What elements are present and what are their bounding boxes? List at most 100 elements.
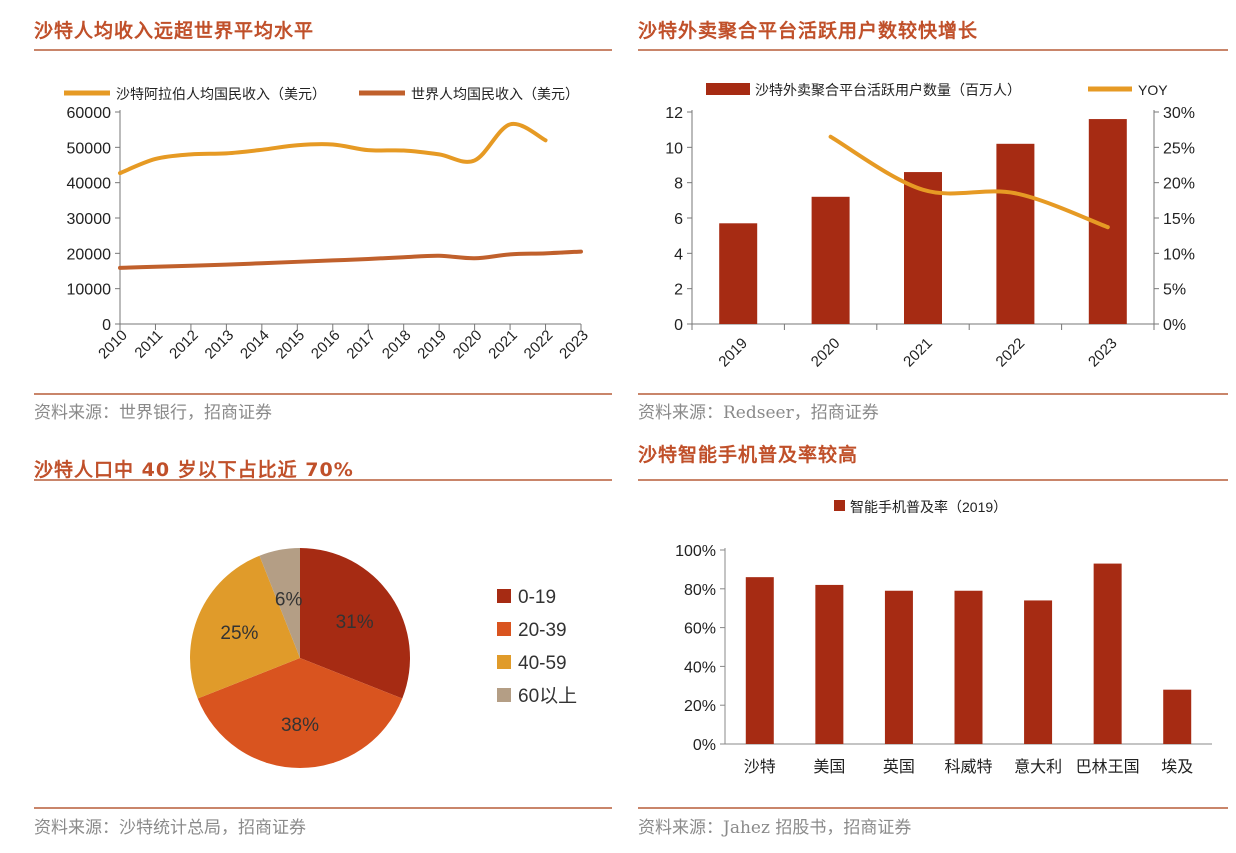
y-left-tick-label: 4 bbox=[674, 246, 683, 263]
legend-label-0: 0-19 bbox=[518, 587, 556, 608]
yoy-line bbox=[828, 134, 1110, 230]
legend-swatch-bar bbox=[706, 83, 750, 95]
bar-英国 bbox=[884, 590, 913, 744]
y-tick-label: 20% bbox=[684, 698, 716, 715]
y-left-tick-label: 6 bbox=[674, 211, 683, 228]
y-tick-label: 60% bbox=[684, 621, 716, 638]
x-tick-label: 巴林王国 bbox=[1076, 758, 1140, 776]
income-top-rule bbox=[34, 49, 612, 51]
x-tick-label: 2015 bbox=[273, 327, 309, 363]
smartphone-bar-chart: 智能手机普及率（2019） 0% 20% 40% 60% 80% 100% 沙特 美国 英国 科威特… bbox=[675, 499, 1212, 776]
legend-swatch-2 bbox=[497, 655, 511, 669]
bar-意大利 bbox=[1024, 600, 1053, 744]
x-tick-label: 美国 bbox=[813, 758, 845, 776]
legend-swatch-0 bbox=[497, 589, 511, 603]
y-right-tick-label: 20% bbox=[1163, 176, 1195, 193]
pie-slice-0-19 bbox=[300, 548, 410, 699]
legend-swatch-1 bbox=[497, 622, 511, 636]
bar-2022 bbox=[996, 143, 1035, 324]
smartphone-top-rule bbox=[638, 479, 1228, 481]
x-tick-label: 2020 bbox=[450, 327, 486, 363]
bar-巴林王国 bbox=[1093, 563, 1122, 744]
x-tick-label: 科威特 bbox=[944, 758, 992, 776]
smartphone-bottom-rule bbox=[638, 807, 1228, 809]
legend-label-1: 20-39 bbox=[518, 620, 567, 641]
y-tick-label: 0 bbox=[102, 317, 111, 334]
legend-label-1: 世界人均国民收入（美元） bbox=[411, 86, 579, 102]
delivery-combo-chart: 沙特外卖聚合平台活跃用户数量（百万人） YOY 0 2 4 6 8 10 12 0% 5% 10% 15… bbox=[665, 82, 1195, 371]
bar-2019 bbox=[719, 223, 758, 324]
x-tick-label: 2020 bbox=[808, 335, 844, 371]
income-source: 资料来源：世界银行，招商证券 bbox=[34, 403, 272, 423]
legend-label: 智能手机普及率（2019） bbox=[850, 499, 1007, 515]
x-tick-label: 2018 bbox=[379, 327, 415, 363]
legend-swatch-3 bbox=[497, 688, 511, 702]
income-bottom-rule bbox=[34, 393, 612, 395]
bar-沙特 bbox=[745, 577, 774, 744]
y-tick-label: 20000 bbox=[67, 246, 112, 263]
delivery-source: 资料来源：Redseer，招商证券 bbox=[638, 403, 879, 423]
legend-swatch bbox=[834, 500, 845, 511]
x-tick-label: 2010 bbox=[95, 327, 131, 363]
bar-美国 bbox=[815, 584, 844, 744]
bar-埃及 bbox=[1163, 689, 1192, 744]
delivery-title: 沙特外卖聚合平台活跃用户数较快增长 bbox=[638, 20, 979, 42]
series-line-0 bbox=[118, 121, 548, 176]
income-line-chart: 沙特阿拉伯人均国民收入（美元） 世界人均国民收入（美元） 0 10000 20000 30… bbox=[64, 86, 592, 363]
population-pie-chart: 31% 38% 25% 6% 0-19 20-39 40-59 60以上 bbox=[190, 548, 577, 768]
x-tick-label: 2021 bbox=[900, 335, 936, 371]
smartphone-panel: 沙特智能手机普及率较高 智能手机普及率（2019） 0% 20% 40% 60% 80% 1… bbox=[638, 440, 1228, 850]
pie-slice-20-39 bbox=[197, 658, 403, 768]
x-tick-label: 2012 bbox=[166, 327, 202, 363]
x-tick-label: 2022 bbox=[993, 335, 1029, 371]
x-tick-label: 2021 bbox=[485, 327, 521, 363]
pie-label-40-59: 25% bbox=[220, 623, 258, 644]
bar-科威特 bbox=[954, 590, 983, 744]
y-left-tick-label: 0 bbox=[674, 317, 683, 334]
y-tick-label: 60000 bbox=[67, 105, 112, 122]
x-tick-label: 2023 bbox=[1085, 335, 1121, 371]
y-right-tick-label: 10% bbox=[1163, 246, 1195, 263]
bar-2021 bbox=[904, 172, 942, 324]
population-panel: 沙特人口中 40 岁以下占比近 70% 31% 38% 25% 6% 0-19 20-39… bbox=[34, 440, 612, 850]
x-tick-label: 2019 bbox=[715, 335, 751, 371]
population-bottom-rule bbox=[34, 807, 612, 809]
x-tick-label: 2022 bbox=[521, 327, 557, 363]
x-tick-label: 英国 bbox=[883, 758, 915, 776]
pie-label-0-19: 31% bbox=[336, 612, 374, 633]
legend-label-bar: 沙特外卖聚合平台活跃用户数量（百万人） bbox=[755, 82, 1021, 98]
y-right-tick-label: 15% bbox=[1163, 211, 1195, 228]
pie-slice-40-59 bbox=[190, 555, 300, 699]
y-left-tick-label: 10 bbox=[665, 140, 683, 157]
y-left-tick-label: 12 bbox=[665, 105, 683, 122]
y-left-tick-label: 8 bbox=[674, 176, 683, 193]
population-title: 沙特人口中 40 岁以下占比近 70% bbox=[34, 459, 354, 481]
y-tick-label: 40% bbox=[684, 659, 716, 676]
x-tick-label: 2016 bbox=[308, 327, 344, 363]
y-right-tick-label: 5% bbox=[1163, 282, 1186, 299]
smartphone-title: 沙特智能手机普及率较高 bbox=[638, 444, 859, 466]
y-right-tick-label: 30% bbox=[1163, 105, 1195, 122]
pie-label-60以上: 6% bbox=[275, 590, 303, 611]
delivery-top-rule bbox=[638, 49, 1228, 51]
legend-label-2: 40-59 bbox=[518, 653, 567, 674]
x-tick-label: 意大利 bbox=[1014, 757, 1062, 776]
x-tick-label: 2017 bbox=[343, 327, 379, 363]
x-tick-label: 2013 bbox=[202, 327, 238, 363]
income-panel: 沙特人均收入远超世界平均水平 沙特阿拉伯人均国民收入（美元） 世界人均国民收入（美… bbox=[34, 0, 612, 430]
smartphone-source: 资料来源：Jahez 招股书，招商证券 bbox=[638, 818, 912, 838]
y-tick-label: 0% bbox=[693, 737, 716, 754]
y-tick-label: 80% bbox=[684, 582, 716, 599]
legend-label-line: YOY bbox=[1138, 82, 1168, 98]
x-tick-label: 2014 bbox=[237, 327, 273, 363]
delivery-panel: 沙特外卖聚合平台活跃用户数较快增长 沙特外卖聚合平台活跃用户数量（百万人） YOY… bbox=[638, 0, 1228, 430]
x-tick-label: 埃及 bbox=[1161, 758, 1193, 776]
y-right-tick-label: 25% bbox=[1163, 140, 1195, 157]
y-tick-label: 100% bbox=[675, 543, 716, 560]
legend-label-3: 60以上 bbox=[518, 685, 577, 707]
y-tick-label: 40000 bbox=[67, 176, 112, 193]
y-right-tick-label: 0% bbox=[1163, 317, 1186, 334]
y-tick-label: 50000 bbox=[67, 140, 112, 157]
series-line-1 bbox=[118, 249, 583, 270]
legend-label-0: 沙特阿拉伯人均国民收入（美元） bbox=[116, 86, 326, 102]
